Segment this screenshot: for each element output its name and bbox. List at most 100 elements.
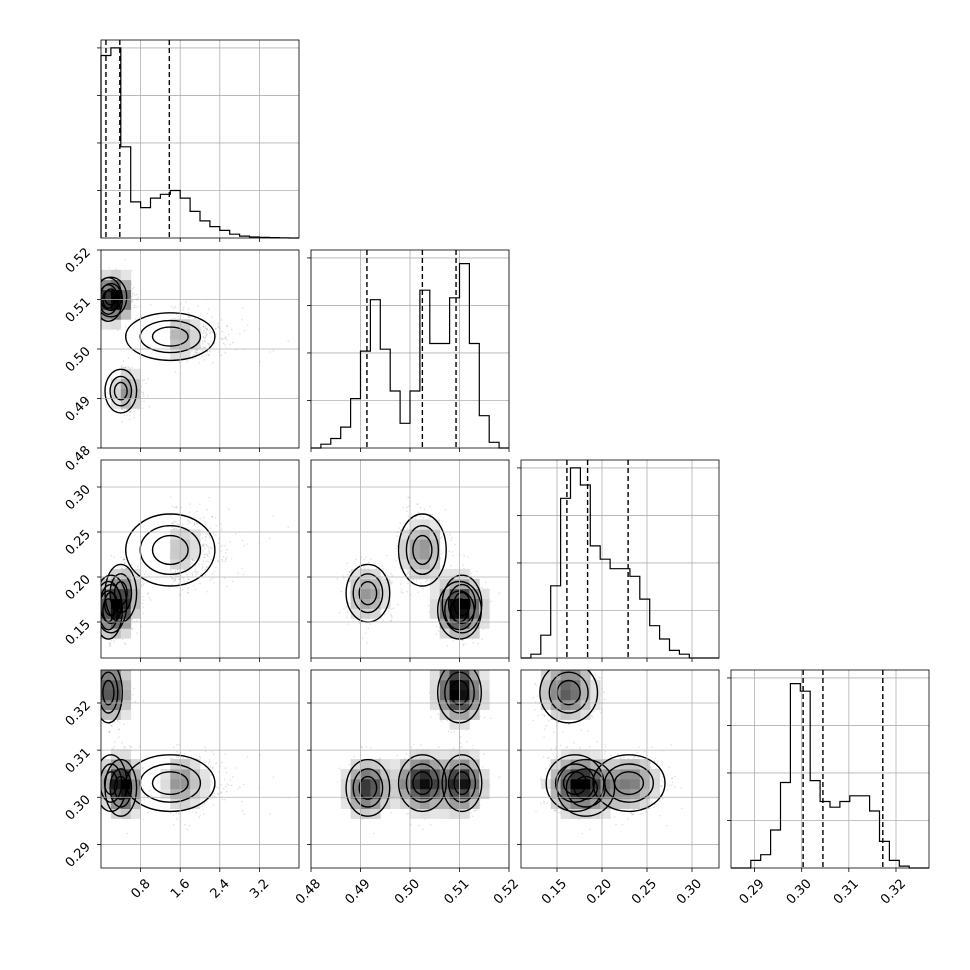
contour-line: [151, 534, 189, 566]
sample-point: [186, 591, 189, 593]
sample-point: [208, 546, 210, 548]
sample-point: [177, 315, 179, 318]
sample-point: [174, 317, 177, 320]
density-cell: [170, 319, 181, 330]
sample-point: [128, 418, 131, 421]
sample-point: [202, 336, 205, 338]
sample-point: [228, 333, 230, 336]
sample-point: [287, 526, 290, 528]
sample-point: [272, 349, 275, 352]
sample-point: [201, 563, 204, 566]
sample-point: [228, 508, 230, 511]
sample-point: [211, 330, 214, 332]
sample-point: [203, 556, 205, 559]
contour-line: [113, 381, 128, 401]
sample-point: [201, 340, 204, 342]
sample-point: [220, 523, 222, 525]
sample-point: [126, 414, 128, 416]
sample-point: [196, 571, 198, 574]
density-cell: [101, 588, 112, 599]
sample-point: [204, 337, 206, 340]
sample-point: [124, 366, 127, 369]
sample-point: [407, 582, 409, 585]
sample-point: [120, 556, 122, 558]
density-cell: [120, 368, 132, 380]
density-cell: [120, 628, 132, 639]
sample-point: [206, 554, 208, 556]
sample-point: [226, 339, 228, 341]
sample-point: [206, 328, 208, 331]
sample-point: [121, 638, 124, 640]
sample-point: [211, 316, 213, 318]
sample-point: [121, 367, 124, 369]
sample-point: [171, 505, 174, 508]
sample-point: [204, 556, 206, 559]
density-cell: [190, 529, 201, 540]
sample-point: [208, 535, 211, 537]
sample-point: [145, 571, 147, 573]
sample-point: [108, 645, 110, 647]
sample-point: [241, 567, 243, 570]
sample-point: [189, 316, 191, 318]
sample-point: [177, 582, 180, 585]
sample-point: [120, 408, 123, 411]
sample-point: [363, 565, 365, 568]
density-cell: [180, 319, 191, 330]
sample-point: [193, 516, 196, 518]
sample-point: [191, 572, 194, 574]
sample-point: [484, 581, 487, 583]
sample-point: [109, 642, 111, 645]
sample-point: [206, 590, 208, 593]
sample-point: [127, 356, 130, 359]
sample-point: [475, 570, 478, 573]
sample-point: [183, 580, 185, 582]
sample-point: [241, 318, 243, 321]
sample-point: [141, 407, 144, 410]
sample-point: [131, 366, 134, 369]
sample-point: [204, 553, 207, 555]
density-cell: [110, 378, 122, 389]
sample-point: [137, 409, 140, 411]
sample-point: [193, 559, 195, 562]
sample-point: [187, 311, 190, 314]
sample-point: [171, 577, 174, 579]
sample-point: [123, 409, 126, 412]
sample-point: [232, 580, 234, 583]
density-cell: [120, 378, 132, 389]
sample-point: [348, 570, 351, 573]
sample-point: [202, 346, 204, 348]
sample-point: [202, 543, 205, 545]
sample-point: [136, 632, 138, 634]
sample-point: [220, 354, 222, 357]
density-cell: [130, 568, 141, 580]
sample-point: [206, 508, 208, 511]
sample-point: [185, 361, 188, 363]
density-cell: [130, 368, 141, 380]
sample-point: [124, 561, 126, 564]
sample-point: [213, 582, 216, 584]
sample-point: [364, 556, 367, 558]
sample-point: [108, 267, 111, 269]
sample-point: [110, 640, 113, 642]
sample-point: [206, 350, 208, 353]
sample-point: [203, 545, 205, 547]
sample-point: [196, 522, 198, 525]
sample-point: [246, 543, 249, 545]
sample-point: [171, 578, 173, 580]
density-cell: [101, 618, 112, 629]
density-cell: [120, 618, 132, 629]
sample-point: [121, 408, 124, 411]
sample-point: [117, 329, 119, 332]
sample-point: [186, 359, 189, 361]
sample-point: [191, 574, 194, 576]
sample-point: [212, 361, 214, 364]
sample-point: [194, 588, 197, 591]
density-cell: [190, 319, 201, 330]
sample-point: [204, 568, 206, 571]
sample-point: [405, 510, 408, 513]
sample-point: [202, 333, 204, 335]
sample-point: [215, 333, 218, 335]
sample-point: [131, 288, 134, 290]
sample-point: [175, 575, 177, 577]
sample-point: [201, 545, 204, 547]
